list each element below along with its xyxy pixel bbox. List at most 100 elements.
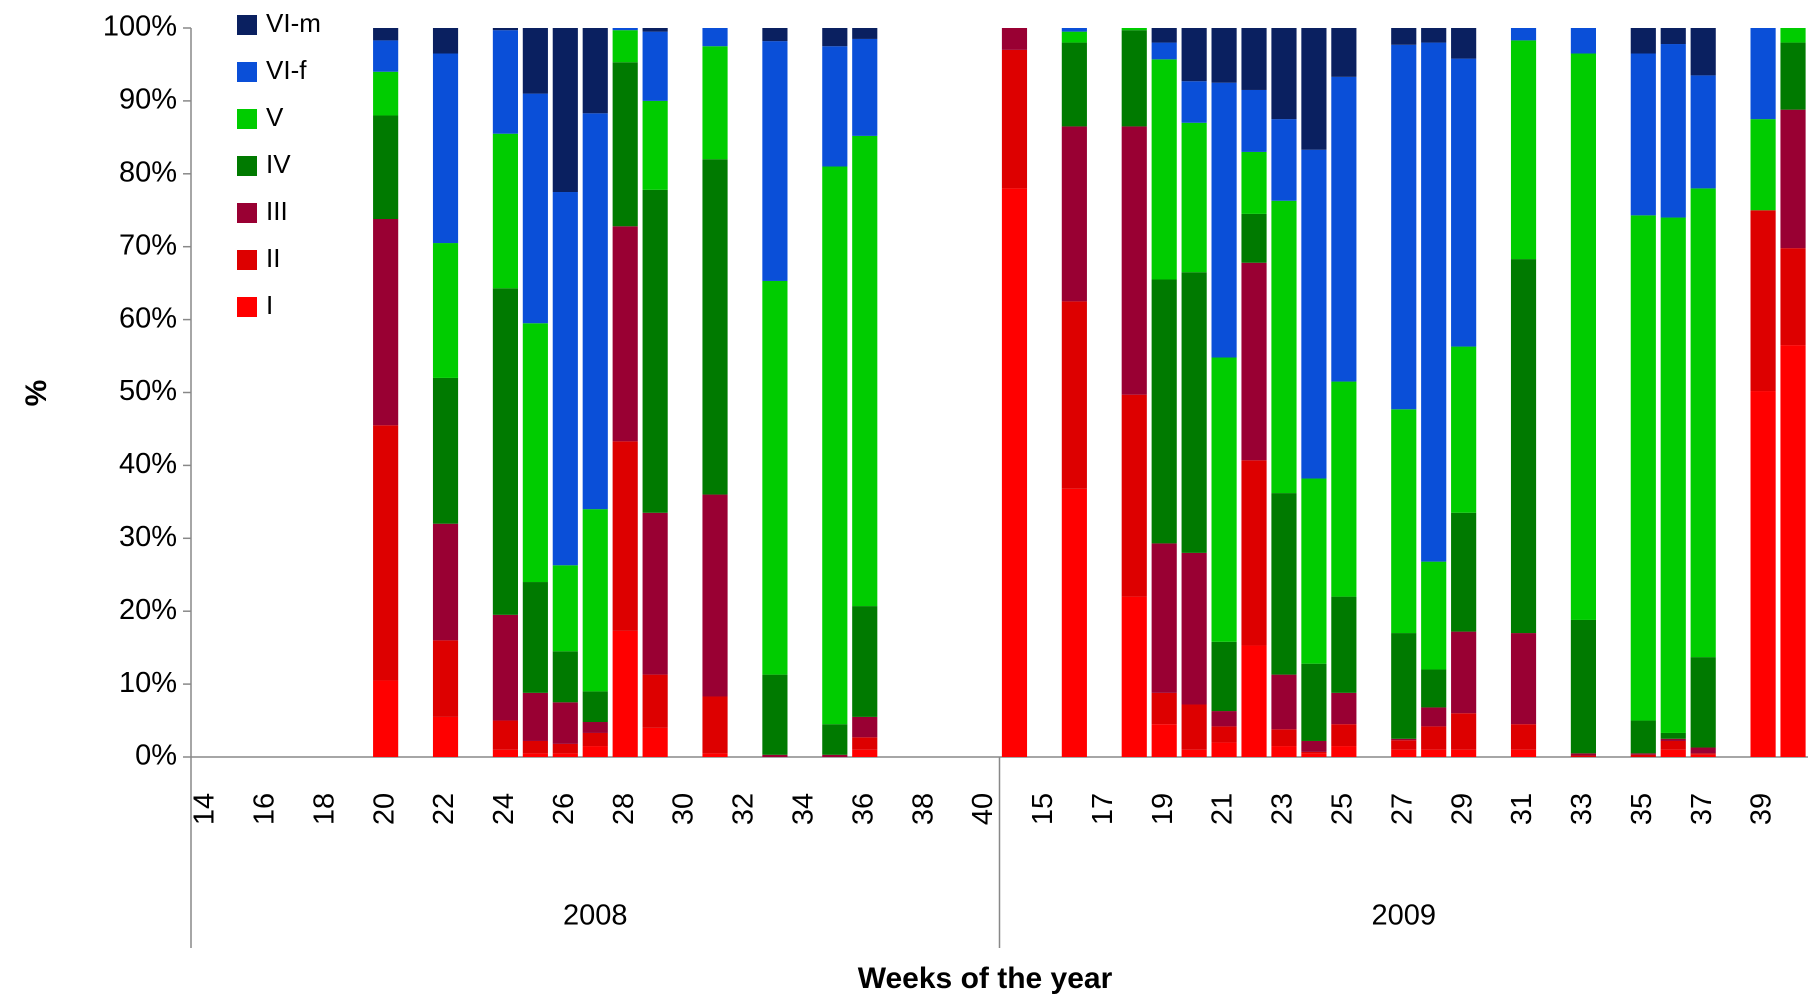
bar-segment bbox=[1181, 552, 1207, 705]
bar-segment bbox=[552, 565, 578, 652]
legend-swatch bbox=[237, 15, 257, 35]
bar-segment bbox=[1181, 272, 1207, 553]
bar-segment bbox=[1570, 755, 1596, 757]
bar-segment bbox=[1301, 149, 1327, 479]
bar-segment bbox=[552, 192, 578, 566]
bar-segment bbox=[522, 28, 548, 94]
bar-segment bbox=[1750, 210, 1776, 392]
bar-segment bbox=[432, 53, 459, 244]
y-tick-label: 60% bbox=[119, 302, 177, 334]
bar-segment bbox=[1331, 746, 1357, 757]
bar-segment bbox=[852, 135, 878, 607]
bar-segment bbox=[1271, 674, 1297, 730]
bar-segment bbox=[702, 28, 728, 47]
bar-segment bbox=[1421, 726, 1447, 750]
x-tick-label: 39 bbox=[1746, 793, 1778, 825]
bar-segment bbox=[1181, 81, 1207, 123]
bar-segment bbox=[702, 753, 728, 757]
legend-swatch bbox=[237, 250, 257, 270]
bar-segment bbox=[552, 753, 578, 757]
bar-segment bbox=[822, 166, 848, 725]
bar-segment bbox=[552, 651, 578, 703]
x-tick-label: 28 bbox=[608, 793, 640, 825]
bar-segment bbox=[1421, 561, 1447, 670]
legend-swatch bbox=[237, 203, 257, 223]
bar-segment bbox=[1271, 729, 1297, 747]
bar-segment bbox=[1750, 391, 1776, 757]
bar-segment bbox=[612, 28, 638, 31]
legend-swatch bbox=[237, 62, 257, 82]
bar-segment bbox=[522, 582, 548, 693]
x-tick-label: 34 bbox=[788, 793, 820, 825]
bar-segment bbox=[373, 115, 399, 219]
bar-segment bbox=[642, 31, 668, 101]
bar-segment bbox=[1181, 122, 1207, 273]
bar-segment bbox=[1271, 746, 1297, 757]
bar-segment bbox=[642, 28, 668, 32]
bar-segment bbox=[492, 720, 518, 750]
bar-segment bbox=[432, 28, 459, 54]
x-tick-label: 20 bbox=[368, 793, 400, 825]
bar-segment bbox=[373, 680, 399, 757]
bar-segment bbox=[1001, 188, 1028, 757]
bar-segment bbox=[1780, 42, 1806, 110]
bar-segment bbox=[1451, 512, 1477, 632]
x-tick-label: 15 bbox=[1027, 793, 1059, 825]
x-tick-label: 31 bbox=[1506, 793, 1538, 825]
bar-segment bbox=[1121, 126, 1147, 395]
bar-segment bbox=[432, 523, 459, 641]
bar-segment bbox=[373, 71, 399, 116]
bar-segment bbox=[1451, 58, 1477, 347]
bar-segment bbox=[1630, 753, 1656, 755]
bar-segment bbox=[1690, 657, 1716, 748]
bar-segment bbox=[1510, 633, 1537, 725]
bar-segment bbox=[702, 696, 728, 754]
bar-segment bbox=[1121, 596, 1147, 757]
bar-segment bbox=[1391, 44, 1417, 410]
bar-segment bbox=[1061, 42, 1087, 127]
x-tick-label: 29 bbox=[1446, 793, 1478, 825]
bar-segment bbox=[1121, 30, 1147, 127]
bar-segment bbox=[1780, 109, 1806, 249]
bar-segment bbox=[1241, 89, 1267, 152]
bar-segment bbox=[552, 743, 578, 754]
bar-segment bbox=[1331, 596, 1357, 693]
bar-segment bbox=[552, 28, 578, 193]
bar-segment bbox=[612, 226, 638, 442]
bar-segment bbox=[1151, 59, 1177, 280]
bar-segment bbox=[852, 606, 878, 717]
bar-segment bbox=[1121, 394, 1147, 597]
bar-segment bbox=[582, 691, 608, 723]
bar-segment bbox=[1211, 28, 1237, 83]
bar-segment bbox=[1391, 28, 1417, 45]
x-tick-label: 35 bbox=[1626, 793, 1658, 825]
bar-segment bbox=[1181, 28, 1207, 82]
bar-segment bbox=[1750, 28, 1776, 120]
bar-segment bbox=[1331, 724, 1357, 747]
bar-segment bbox=[702, 159, 728, 495]
bar-segment bbox=[1301, 751, 1327, 754]
bar-segment bbox=[1061, 28, 1087, 32]
bar-segment bbox=[492, 749, 518, 757]
bar-segment bbox=[522, 740, 548, 754]
bar-segment bbox=[1421, 28, 1447, 43]
bar-segment bbox=[1510, 749, 1537, 757]
bar-segment bbox=[852, 749, 878, 757]
bar-segment bbox=[852, 28, 878, 39]
x-tick-label: 18 bbox=[308, 793, 340, 825]
bar-segment bbox=[1630, 754, 1656, 757]
bar-segment bbox=[642, 100, 668, 190]
x-tick-label: 16 bbox=[249, 793, 281, 825]
bar-segment bbox=[1061, 301, 1087, 489]
bar-segment bbox=[373, 425, 399, 681]
bar-segment bbox=[1331, 76, 1357, 382]
bar-segment bbox=[852, 716, 878, 738]
bar-segment bbox=[1660, 732, 1686, 739]
bar-segment bbox=[1690, 28, 1716, 76]
bar-segment bbox=[492, 614, 518, 721]
bar-segment bbox=[762, 28, 788, 42]
bar-segment bbox=[1660, 740, 1686, 750]
bar-segment bbox=[492, 288, 518, 615]
bar-segment bbox=[1570, 619, 1596, 754]
